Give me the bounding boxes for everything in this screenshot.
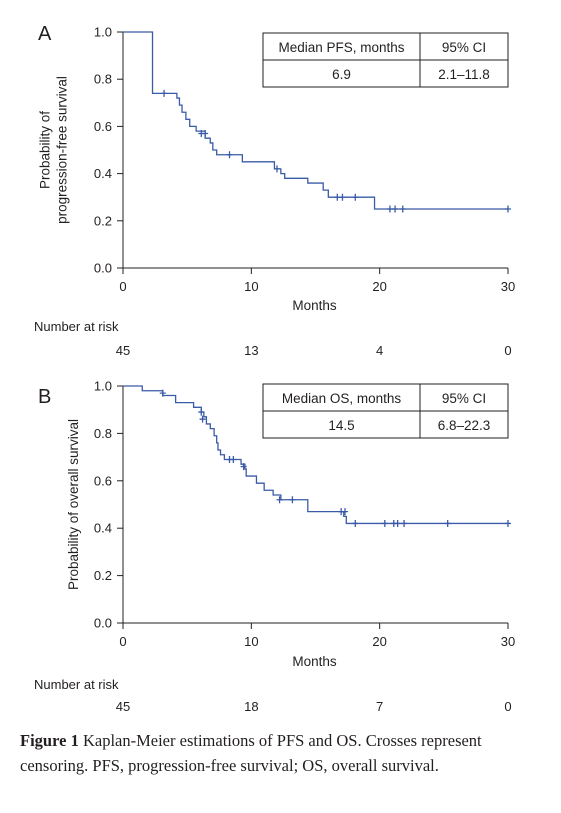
- censor-mark: [401, 519, 408, 527]
- x-tick-label: 0: [119, 634, 126, 649]
- y-tick-label: 0.8: [94, 72, 112, 87]
- censor-mark: [505, 519, 511, 527]
- risk-number: 0: [504, 699, 511, 714]
- x-tick-label: 30: [501, 634, 515, 649]
- censor-mark: [352, 519, 359, 527]
- censor-mark: [392, 205, 399, 213]
- risk-number: 18: [244, 699, 258, 714]
- x-axis-title: Months: [292, 298, 337, 313]
- y-tick-label: 0.4: [94, 166, 112, 181]
- censor-mark: [199, 415, 206, 423]
- censor-mark: [276, 496, 283, 504]
- median-table: Median OS, months 95% CI 14.5 6.8–22.3: [262, 383, 509, 439]
- x-tick-label: 20: [372, 634, 386, 649]
- risk-table-label: Number at risk: [34, 677, 119, 692]
- censor-mark: [394, 519, 401, 527]
- median-table: Median PFS, months 95% CI 6.9 2.1–11.8: [262, 32, 509, 88]
- table-header-median: Median PFS, months: [278, 40, 404, 55]
- censor-mark: [198, 408, 205, 416]
- table-value-median: 6.9: [332, 67, 351, 82]
- censor-mark: [274, 165, 280, 173]
- figure-caption: Figure 1 Kaplan-Meier estimations of PFS…: [20, 728, 544, 778]
- caption-text: Kaplan-Meier estimations of PFS and OS. …: [20, 731, 482, 775]
- y-axis-title: Probability of: [38, 111, 53, 189]
- censor-mark: [386, 205, 393, 213]
- table-value-median: 14.5: [328, 418, 354, 433]
- censor-mark: [444, 519, 451, 527]
- censor-mark: [226, 151, 233, 159]
- panel-letter: B: [38, 386, 51, 408]
- panel-letter: A: [38, 23, 52, 45]
- y-tick-label: 0.6: [94, 473, 112, 488]
- censor-mark: [399, 205, 406, 213]
- panel-a: A 0.0 0.2 0.4 0.6 0.8 1.0 0 10 20 30 Months Probabil…: [34, 23, 515, 358]
- censor-mark: [505, 205, 511, 213]
- y-tick-label: 0.0: [94, 261, 112, 276]
- y-tick-label: 0.4: [94, 521, 112, 536]
- risk-table-label: Number at risk: [34, 319, 119, 334]
- y-tick-label: 0.2: [94, 568, 112, 583]
- y-tick-label: 0.6: [94, 119, 112, 134]
- y-axis-title: progression-free survival: [55, 76, 70, 224]
- caption-label: Figure 1: [20, 731, 79, 750]
- table-header-median: Median OS, months: [282, 391, 402, 406]
- y-tick-label: 1.0: [94, 379, 112, 394]
- censor-mark: [381, 519, 388, 527]
- risk-number: 45: [116, 699, 130, 714]
- x-axis-title: Months: [292, 654, 337, 669]
- y-tick-label: 0.2: [94, 213, 112, 228]
- panel-b: B 0.0 0.2 0.4 0.6 0.8 1.0 0 10 20 30 Months Probabil…: [34, 379, 515, 715]
- censor-mark: [159, 389, 166, 397]
- table-value-ci: 6.8–22.3: [438, 418, 491, 433]
- survival-curve: [123, 31, 508, 210]
- x-tick-label: 20: [372, 279, 386, 294]
- censor-mark: [289, 496, 296, 504]
- x-tick-label: 10: [244, 279, 258, 294]
- x-tick-label: 30: [501, 279, 515, 294]
- y-axis-title: Probability of overall survival: [66, 419, 81, 590]
- table-header-ci: 95% CI: [442, 40, 486, 55]
- risk-number: 7: [376, 699, 383, 714]
- censor-mark: [334, 193, 341, 201]
- censor-mark: [161, 89, 168, 97]
- censor-mark: [339, 193, 346, 201]
- risk-number: 4: [376, 343, 383, 358]
- survival-curve: [123, 385, 508, 525]
- x-tick-label: 0: [119, 279, 126, 294]
- y-tick-label: 1.0: [94, 25, 112, 40]
- table-header-ci: 95% CI: [442, 391, 486, 406]
- x-tick-label: 10: [244, 634, 258, 649]
- censor-mark: [352, 193, 359, 201]
- censor-mark: [202, 129, 209, 137]
- table-value-ci: 2.1–11.8: [438, 67, 490, 82]
- risk-number: 13: [244, 343, 258, 358]
- y-tick-label: 0.8: [94, 426, 112, 441]
- y-tick-label: 0.0: [94, 616, 112, 631]
- censor-mark: [230, 455, 237, 463]
- censor-mark: [342, 508, 349, 516]
- risk-number: 45: [116, 343, 130, 358]
- censor-mark: [240, 463, 247, 471]
- risk-number: 0: [504, 343, 511, 358]
